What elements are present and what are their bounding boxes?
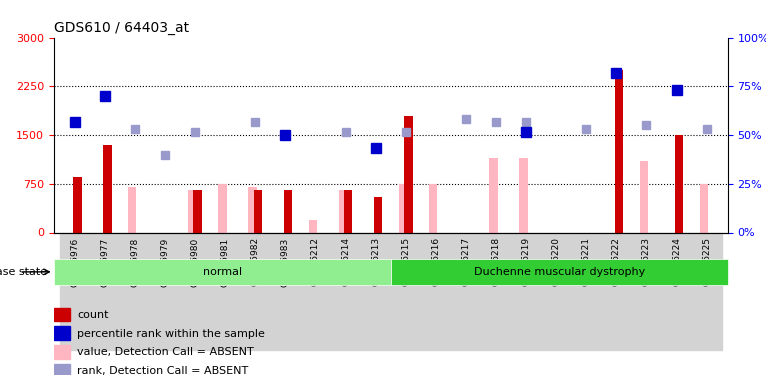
Bar (481, 38, 511, 232)
Text: rank, Detection Call = ABSENT: rank, Detection Call = ABSENT (77, 366, 248, 375)
Bar (300, 232, 330, 350)
Bar (399, 184, 408, 232)
Text: normal: normal (202, 267, 242, 277)
Bar (361, 38, 391, 232)
Bar (54, 308, 70, 321)
Bar (90, 38, 119, 232)
Bar (451, 38, 481, 232)
Bar (119, 38, 150, 232)
Bar (511, 38, 541, 232)
Bar (150, 232, 180, 350)
FancyBboxPatch shape (391, 259, 728, 285)
Bar (54, 326, 70, 340)
Bar (339, 190, 347, 232)
Bar (180, 38, 210, 232)
Bar (404, 116, 413, 232)
Bar (270, 38, 300, 232)
FancyBboxPatch shape (54, 259, 391, 285)
Bar (692, 38, 722, 232)
Bar (241, 38, 270, 232)
Text: Duchenne muscular dystrophy: Duchenne muscular dystrophy (473, 267, 645, 277)
Bar (429, 184, 437, 232)
Bar (631, 232, 662, 350)
Bar (421, 232, 451, 350)
Bar (421, 38, 451, 232)
Bar (309, 219, 317, 232)
Bar (54, 345, 70, 358)
Bar (270, 232, 300, 350)
Bar (73, 177, 81, 232)
Bar (541, 232, 571, 350)
Bar (283, 190, 292, 232)
Bar (210, 38, 241, 232)
Bar (519, 158, 528, 232)
Bar (361, 232, 391, 350)
Bar (481, 232, 511, 350)
Bar (571, 38, 601, 232)
Bar (451, 232, 481, 350)
Text: disease state: disease state (0, 267, 47, 277)
Bar (601, 232, 631, 350)
Bar (90, 232, 119, 350)
Bar (675, 135, 683, 232)
Bar (374, 197, 382, 232)
Bar (60, 232, 90, 350)
Bar (119, 232, 150, 350)
Bar (54, 364, 70, 375)
Text: count: count (77, 310, 109, 320)
Bar (391, 232, 421, 350)
Bar (662, 232, 692, 350)
Bar (631, 38, 662, 232)
Bar (692, 232, 722, 350)
Bar (330, 232, 361, 350)
Text: percentile rank within the sample: percentile rank within the sample (77, 329, 265, 339)
Bar (489, 158, 498, 232)
Bar (300, 38, 330, 232)
Bar (391, 38, 421, 232)
Bar (254, 190, 262, 232)
Text: value, Detection Call = ABSENT: value, Detection Call = ABSENT (77, 348, 254, 357)
Bar (128, 187, 136, 232)
Bar (662, 38, 692, 232)
Bar (218, 184, 227, 232)
Bar (210, 232, 241, 350)
Bar (344, 190, 352, 232)
Bar (615, 70, 624, 232)
Bar (241, 232, 270, 350)
Bar (511, 232, 541, 350)
Bar (541, 38, 571, 232)
Bar (700, 184, 709, 232)
Bar (103, 145, 112, 232)
Bar (188, 190, 197, 232)
Bar (330, 38, 361, 232)
Bar (194, 190, 202, 232)
Bar (180, 232, 210, 350)
Bar (571, 232, 601, 350)
Bar (150, 38, 180, 232)
Bar (248, 187, 257, 232)
Bar (601, 38, 631, 232)
Bar (60, 38, 90, 232)
Bar (640, 161, 648, 232)
Text: GDS610 / 64403_at: GDS610 / 64403_at (54, 21, 188, 35)
